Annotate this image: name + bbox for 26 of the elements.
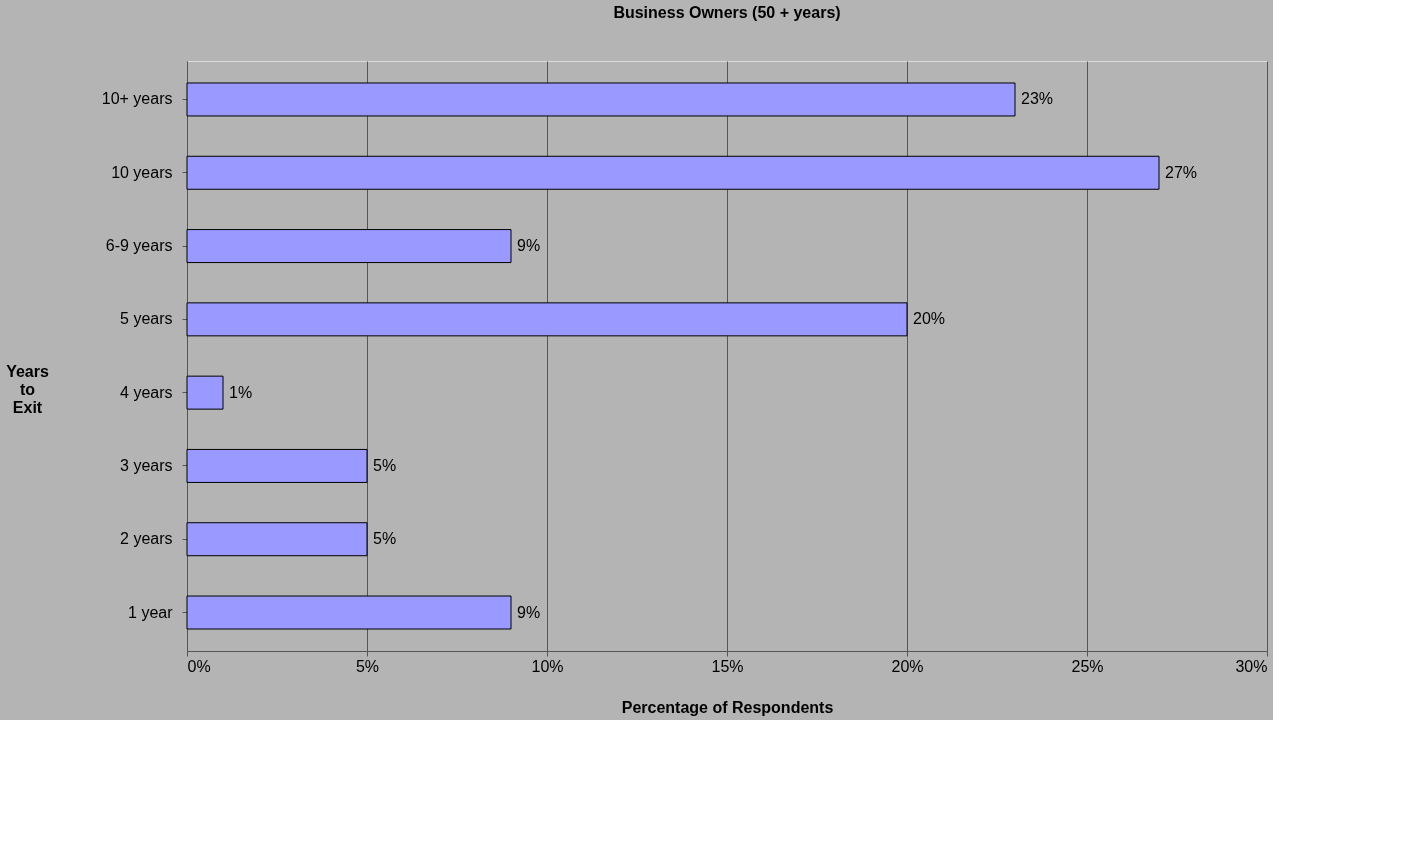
y-tick-label: 10 years bbox=[111, 163, 173, 181]
data-label: 23% bbox=[1021, 90, 1054, 108]
x-tick-label: 10% bbox=[531, 657, 564, 675]
y-tick-label: 10+ years bbox=[101, 90, 173, 108]
data-label: 20% bbox=[913, 310, 946, 328]
data-label: 1% bbox=[229, 383, 253, 401]
data-label: 5% bbox=[373, 530, 397, 548]
x-tick-label: 15% bbox=[711, 657, 744, 675]
y-tick-label: 5 years bbox=[120, 310, 173, 328]
y-tick-label: 6-9 years bbox=[105, 237, 173, 255]
x-tick-label: 30% bbox=[1235, 657, 1268, 675]
data-label: 27% bbox=[1165, 163, 1198, 181]
x-tick-label: 0% bbox=[187, 657, 211, 675]
y-tick-label: 4 years bbox=[120, 383, 173, 401]
x-tick-label: 25% bbox=[1071, 657, 1104, 675]
data-label: 5% bbox=[373, 456, 397, 474]
x-axis-title: Percentage of Respondents bbox=[621, 698, 834, 716]
y-tick-label: 1 year bbox=[128, 603, 174, 621]
data-label: 9% bbox=[517, 603, 541, 621]
y-axis-title: Years to Exit bbox=[6, 362, 49, 416]
x-tick-label: 20% bbox=[891, 657, 924, 675]
data-label: 9% bbox=[517, 237, 541, 255]
y-tick-label: 3 years bbox=[120, 456, 173, 474]
x-tick-label: 5% bbox=[355, 657, 380, 675]
y-tick-label: 2 years bbox=[120, 530, 173, 548]
chart-title: Business Owners (50 + years) bbox=[613, 4, 841, 21]
